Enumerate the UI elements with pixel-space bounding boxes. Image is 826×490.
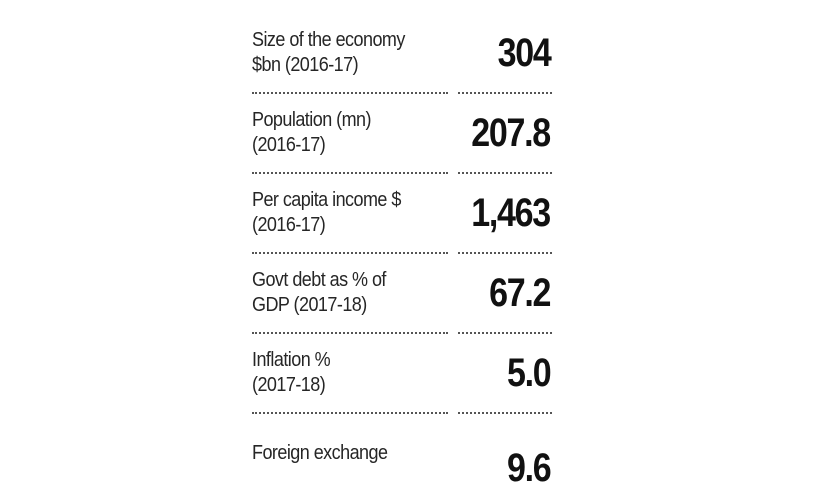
stat-label-line1: Govt debt as % of [252,269,386,291]
stat-label-line1: Inflation % [252,349,331,371]
dotted-divider [252,332,552,334]
stat-row-economy-size: Size of the economy $bn (2016-17) 304 [252,22,552,84]
stat-value: 67.2 [489,271,551,315]
dotted-divider [252,412,552,414]
stat-value: 304 [497,31,551,75]
divider-segment-left [252,252,448,254]
stat-label: Foreign exchange [252,441,388,466]
stat-row-forex-reserves: Foreign exchange 9.6 [252,422,552,489]
divider-segment-right [458,252,552,254]
divider-segment-right [458,92,552,94]
divider-segment-left [252,172,448,174]
stat-label-line2: $bn (2016-17) [252,54,359,76]
stat-label-line1: Foreign exchange [252,441,388,464]
stat-row-population: Population (mn) (2016-17) 207.8 [252,102,552,164]
dotted-divider [252,172,552,174]
stat-row-inflation: Inflation % (2017-18) 5.0 [252,342,552,404]
stat-row-govt-debt: Govt debt as % of GDP (2017-18) 67.2 [252,262,552,324]
stat-label-line2: (2016-17) [252,214,326,236]
stat-label-line1: Size of the economy [252,29,405,51]
stat-label-line1: Per capita income $ [252,189,401,211]
stat-label: Per capita income $ (2016-17) [252,188,401,238]
divider-segment-right [458,332,552,334]
dotted-divider [252,252,552,254]
stat-value: 9.6 [506,446,552,490]
divider-segment-left [252,332,448,334]
stat-label: Size of the economy $bn (2016-17) [252,28,405,78]
divider-segment-left [252,92,448,94]
stat-row-per-capita-income: Per capita income $ (2016-17) 1,463 [252,182,552,244]
dotted-divider [252,92,552,94]
stat-value: 1,463 [471,191,552,235]
stat-label-line2: (2017-18) [252,374,326,396]
divider-segment-left [252,412,448,414]
divider-segment-right [458,172,552,174]
stat-label: Govt debt as % of GDP (2017-18) [252,268,386,318]
stat-value: 207.8 [471,111,552,155]
stat-label-line1: Population (mn) [252,109,372,131]
stat-label: Inflation % (2017-18) [252,348,331,398]
stat-value: 5.0 [506,351,552,395]
stat-label-line2: (2016-17) [252,134,326,156]
stat-label-line2: GDP (2017-18) [252,294,367,316]
economic-stats-panel: Size of the economy $bn (2016-17) 304 Po… [252,22,552,489]
divider-segment-right [458,412,552,414]
stat-label: Population (mn) (2016-17) [252,108,372,158]
